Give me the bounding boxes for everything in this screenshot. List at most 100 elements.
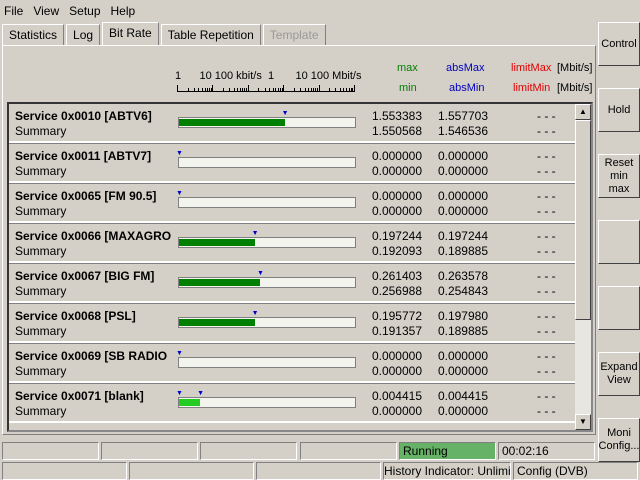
config-status: Config (DVB): [513, 462, 638, 480]
absmax-value: 0.000000: [437, 149, 488, 163]
menu-view[interactable]: View: [33, 4, 60, 18]
ruler-tick: [206, 88, 208, 91]
button-hold[interactable]: Hold: [598, 88, 640, 132]
button-moni-config[interactable]: Moni Config...: [598, 418, 640, 462]
service-row[interactable]: Service 0x0065 [FM 90.5] Summary ▼ 0.000…: [9, 183, 577, 223]
min-header: min: [399, 82, 417, 94]
tab-log[interactable]: Log: [66, 24, 101, 45]
blank-button[interactable]: [598, 286, 640, 330]
tab-template: Template: [262, 24, 326, 45]
tab-bar: Statistics Log Bit Rate Table Repetition Tem…: [2, 22, 328, 45]
ruler-tick: [275, 88, 277, 91]
ruler-tick: [283, 85, 285, 91]
status-cell: [101, 442, 198, 460]
max-value: 0.004415: [371, 389, 422, 403]
bitrate-fill: [179, 239, 255, 246]
ruler-tick: [279, 88, 281, 91]
absmin-value: 0.000000: [437, 204, 488, 218]
absmax-value: 0.263578: [437, 269, 488, 283]
service-row[interactable]: Service 0x0066 [MAXAGRO Summary ▼ 0.1972…: [9, 223, 577, 263]
summary-label: Summary: [15, 404, 67, 418]
absmax-header: absMax: [446, 62, 485, 74]
service-row[interactable]: Service 0x0011 [ABTV7] Summary ▼ 0.00000…: [9, 143, 577, 183]
ruler-tick: [177, 85, 178, 91]
absmax-value: 0.000000: [437, 189, 488, 203]
unit-min: [Mbit/s]: [557, 82, 593, 94]
history-indicator: History Indicator: Unlimited: [383, 462, 511, 480]
ruler-tick: [313, 88, 315, 91]
ruler-tick: [310, 88, 312, 91]
absmax-value: 0.197244: [437, 229, 488, 243]
ruler-tick: [307, 88, 309, 91]
ruler-tick: [187, 88, 189, 91]
limitmax-value: - - -: [537, 389, 556, 403]
bitrate-bar: ▼: [178, 110, 356, 128]
limitmin-value: - - -: [537, 324, 556, 338]
blank-button[interactable]: [598, 220, 640, 264]
running-status: Running: [399, 442, 496, 460]
ruler-tick: [346, 88, 348, 91]
limitmax-value: - - -: [537, 109, 556, 123]
summary-label: Summary: [15, 324, 67, 338]
max-value: 0.000000: [371, 349, 422, 363]
scroll-down-button[interactable]: ▼: [575, 414, 591, 430]
bitrate-panel: 1 10 100 kbit/s 1 10 100 Mbit/s max min …: [2, 45, 596, 435]
marker-icon: ▼: [281, 110, 289, 117]
service-row[interactable]: Service 0x0071 [blank] Summary ▼ ▼ 0.0044…: [9, 383, 577, 423]
summary-label: Summary: [15, 164, 67, 178]
ruler-tick: [208, 88, 210, 91]
scroll-thumb[interactable]: [575, 120, 591, 320]
ruler-tick: [198, 88, 200, 91]
limitmax-value: - - -: [537, 189, 556, 203]
ruler-tick: [281, 88, 283, 91]
button-expand-view[interactable]: Expand View: [598, 352, 640, 396]
limitmax-value: - - -: [537, 269, 556, 283]
menu-help[interactable]: Help: [110, 4, 136, 18]
ruler-tick: [316, 88, 318, 91]
min-value: 0.000000: [371, 204, 422, 218]
marker-icon: ▼: [256, 270, 264, 277]
menu-bar: File View Setup Help: [0, 0, 145, 22]
button-control[interactable]: Control: [598, 22, 640, 66]
column-header: 1 10 100 kbit/s 1 10 100 Mbit/s max min …: [3, 46, 595, 102]
bitrate-bar: ▼: [178, 270, 356, 288]
status-cell: [129, 462, 254, 480]
tab-statistics[interactable]: Statistics: [2, 24, 65, 45]
max-value: 0.000000: [371, 189, 422, 203]
ruler-tick: [201, 88, 203, 91]
ruler-tick: [193, 88, 195, 91]
elapsed-time: 00:02:16: [498, 442, 595, 460]
limitmin-value: - - -: [537, 164, 556, 178]
min-value: 0.000000: [371, 164, 422, 178]
ruler-tick: [212, 85, 214, 91]
scroll-up-button[interactable]: ▲: [575, 104, 591, 120]
bitrate-fill: [179, 119, 285, 126]
service-row[interactable]: Service 0x0067 [BIG FM] Summary ▼ 0.2614…: [9, 263, 577, 303]
limitmin-value: - - -: [537, 244, 556, 258]
marker-icon: ▼: [176, 150, 183, 157]
min-value: 1.550568: [371, 124, 422, 138]
marker-icon: ▼: [251, 310, 259, 317]
tab-table-repetition[interactable]: Table Repetition: [160, 24, 261, 45]
vertical-scrollbar[interactable]: ▲ ▼: [575, 104, 591, 430]
marker-icon: ▼: [176, 190, 183, 197]
service-row[interactable]: Service 0x0010 [ABTV6] Summary ▼ 1.55338…: [9, 104, 577, 143]
ruler-tick: [318, 85, 320, 91]
service-row[interactable]: Service 0x0069 [SB RADIO Summary ▼ 0.000…: [9, 343, 577, 383]
bitrate-bar: ▼ ▼: [176, 390, 356, 408]
summary-label: Summary: [15, 204, 67, 218]
min-value: 0.256988: [371, 284, 422, 298]
service-row[interactable]: Service 0x0068 [PSL] Summary ▼ 0.195772 …: [9, 303, 577, 343]
button-reset-min-max[interactable]: Reset min max: [598, 154, 640, 198]
tab-bit-rate[interactable]: Bit Rate: [102, 22, 159, 45]
ruler-tick: [339, 88, 341, 91]
absmax-value: 0.004415: [437, 389, 488, 403]
ruler-tick: [354, 85, 355, 91]
menu-setup[interactable]: Setup: [69, 4, 101, 18]
ruler-tick: [264, 88, 266, 91]
min-value: 0.191357: [371, 324, 422, 338]
menu-file[interactable]: File: [4, 4, 24, 18]
summary-label: Summary: [15, 364, 67, 378]
limitmin-value: - - -: [537, 124, 556, 138]
ruler-tick: [277, 88, 279, 91]
